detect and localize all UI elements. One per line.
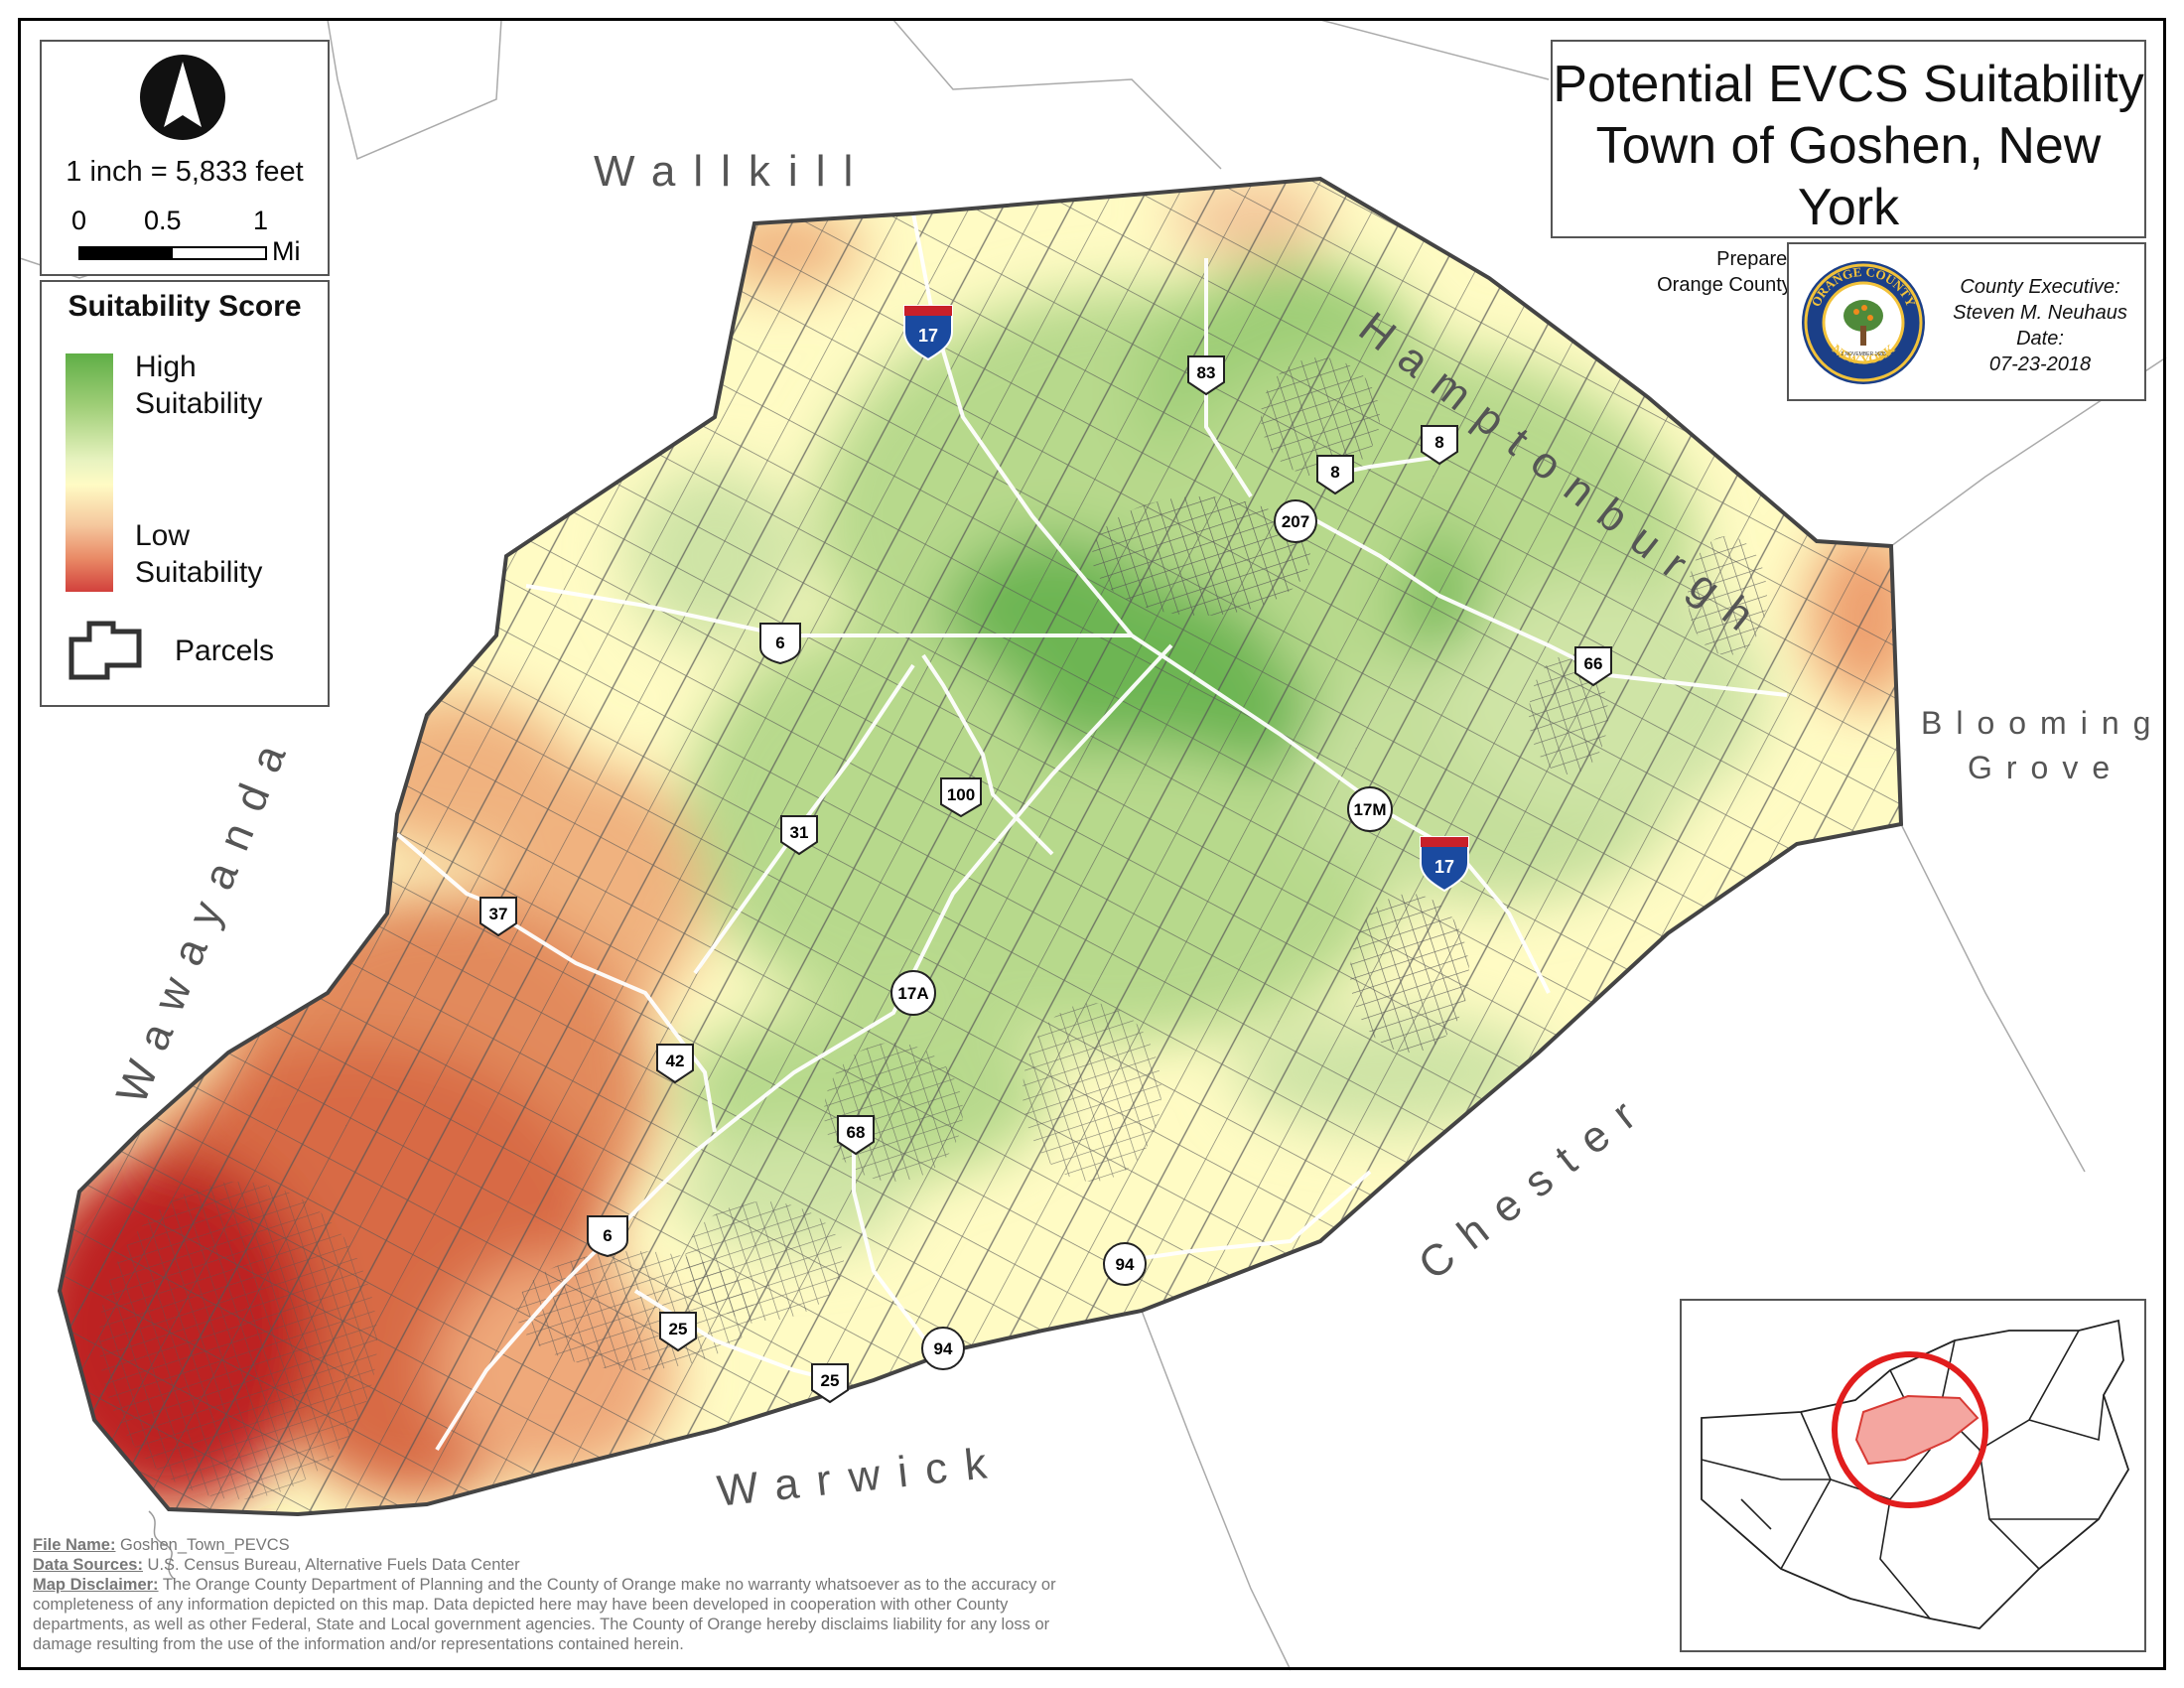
- svg-text:6: 6: [775, 633, 784, 652]
- route-207-shield[interactable]: 207: [1274, 499, 1317, 543]
- route-31-shield[interactable]: 31: [780, 815, 818, 856]
- route-66-shield[interactable]: 66: [1574, 646, 1612, 687]
- scale-box: 1 inch = 5,833 feet 0 0.5 1 Mi: [40, 40, 330, 276]
- route-8-shield[interactable]: 8: [1421, 425, 1458, 466]
- route-25-shield[interactable]: 25: [811, 1363, 849, 1404]
- route-83-shield[interactable]: 83: [1187, 355, 1225, 396]
- parcel-symbol-icon: [68, 621, 142, 680]
- town-label-wallkill: Wallkill: [594, 147, 872, 196]
- data-sources-value: U.S. Census Bureau, Alternative Fuels Da…: [142, 1556, 520, 1574]
- svg-text:83: 83: [1197, 363, 1216, 382]
- map-notes: File Name: Goshen_Town_PEVCS Data Source…: [33, 1535, 1105, 1654]
- locator-map: [1701, 1319, 2129, 1629]
- svg-text:31: 31: [790, 823, 809, 842]
- svg-text:207: 207: [1282, 512, 1309, 531]
- legend-title: Suitability Score: [68, 290, 302, 323]
- date-label: Date:: [2016, 328, 2064, 350]
- svg-text:94: 94: [934, 1339, 953, 1358]
- exec-title: County Executive:: [1960, 276, 2120, 298]
- orange-county-seal-icon: ORANGE COUNTY NEW YORK 1 NOVEMBER 1683: [1802, 261, 1925, 384]
- map-title-line2: Town of Goshen, New York: [1595, 117, 2102, 236]
- data-sources-label: Data Sources:: [33, 1556, 143, 1574]
- us-6-shield[interactable]: 6: [587, 1215, 628, 1258]
- scale-tick-0: 0: [71, 206, 87, 235]
- file-name-label: File Name:: [33, 1536, 116, 1554]
- route-17m-shield[interactable]: 17M: [1347, 786, 1393, 832]
- locator-inset[interactable]: [1680, 1299, 2146, 1652]
- svg-text:8: 8: [1330, 463, 1339, 482]
- svg-text:25: 25: [669, 1320, 688, 1338]
- route-42-shield[interactable]: 42: [656, 1044, 694, 1084]
- svg-text:17M: 17M: [1353, 800, 1386, 819]
- interstate-17-shield[interactable]: 17: [1420, 836, 1469, 893]
- route-94-shield[interactable]: 94: [1103, 1242, 1147, 1286]
- locator-ring: [1832, 1351, 1988, 1508]
- route-37-shield[interactable]: 37: [479, 897, 517, 937]
- svg-text:100: 100: [947, 785, 975, 804]
- svg-text:25: 25: [821, 1371, 840, 1390]
- route-68-shield[interactable]: 68: [837, 1115, 875, 1156]
- legend-box: Suitability Score High Suitability Low S…: [40, 280, 330, 707]
- date-value: 07-23-2018: [1988, 353, 2092, 375]
- route-94-shield[interactable]: 94: [921, 1327, 965, 1370]
- scale-bar: [78, 246, 267, 260]
- legend-low-line2: Suitability: [135, 556, 263, 589]
- town-label-blooming-grove-line1: Blooming: [1921, 705, 2165, 741]
- route-17a-shield[interactable]: 17A: [890, 970, 936, 1016]
- scale-ratio: 1 inch = 5,833 feet: [66, 156, 304, 188]
- svg-text:17: 17: [1434, 857, 1454, 877]
- disclaimer-label: Map Disclaimer:: [33, 1576, 159, 1594]
- svg-text:66: 66: [1584, 654, 1603, 673]
- stream-line: [148, 1510, 175, 1580]
- svg-text:8: 8: [1434, 433, 1443, 452]
- goshen-locator-highlight: [1854, 1394, 1979, 1466]
- town-label-blooming-grove-line2: Grove: [1968, 750, 2124, 785]
- svg-text:68: 68: [847, 1123, 866, 1142]
- us-6-shield[interactable]: 6: [759, 623, 801, 665]
- svg-text:1 NOVEMBER 1683: 1 NOVEMBER 1683: [1841, 352, 1886, 357]
- legend-parcels: Parcels: [175, 634, 275, 667]
- scale-unit: Mi: [272, 236, 301, 266]
- disclaimer-text: The Orange County Department of Planning…: [33, 1576, 1056, 1653]
- map-title-line1: Potential EVCS Suitability: [1553, 56, 2144, 113]
- county-exec-box: ORANGE COUNTY NEW YORK 1 NOVEMBER 1683 C…: [1787, 242, 2146, 401]
- scale-tick-1: 1: [253, 206, 269, 235]
- legend-high-line1: High: [135, 351, 197, 383]
- svg-text:17: 17: [918, 326, 938, 346]
- route-25-shield[interactable]: 25: [659, 1312, 697, 1352]
- scale-tick-half: 0.5: [144, 206, 182, 235]
- svg-text:42: 42: [666, 1052, 685, 1070]
- route-100-shield[interactable]: 100: [940, 777, 982, 818]
- town-boundary: [57, 176, 1904, 1517]
- legend-low-line1: Low: [135, 519, 191, 552]
- svg-text:94: 94: [1116, 1255, 1135, 1274]
- exec-name: Steven M. Neuhaus: [1953, 302, 2127, 324]
- svg-text:17A: 17A: [897, 984, 928, 1003]
- legend-high-line2: Suitability: [135, 387, 263, 420]
- north-arrow-icon: [140, 55, 225, 140]
- file-name-value: Goshen_Town_PEVCS: [115, 1536, 290, 1554]
- svg-text:6: 6: [603, 1226, 612, 1245]
- title-box: Potential EVCS Suitability Town of Goshe…: [1551, 40, 2146, 296]
- suitability-gradient: [66, 353, 113, 592]
- route-8-shield[interactable]: 8: [1316, 455, 1354, 495]
- svg-text:37: 37: [489, 905, 508, 923]
- interstate-17-shield[interactable]: 17: [903, 305, 953, 361]
- map-frame: [18, 18, 2166, 1670]
